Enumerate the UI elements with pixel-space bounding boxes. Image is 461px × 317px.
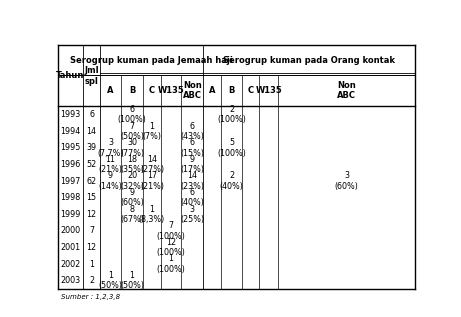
Text: 6: 6: [89, 110, 94, 119]
Text: 39: 39: [87, 143, 97, 152]
Text: 11
(21%): 11 (21%): [99, 155, 123, 174]
Text: 6
(40%): 6 (40%): [180, 188, 204, 207]
Text: 7
(50%): 7 (50%): [120, 122, 144, 141]
Text: 1
(100%): 1 (100%): [157, 254, 185, 274]
Text: W135: W135: [255, 86, 282, 95]
Text: 14: 14: [87, 127, 96, 136]
Text: 6
(43%): 6 (43%): [180, 122, 204, 141]
Text: 62: 62: [87, 177, 97, 185]
Text: C: C: [248, 86, 254, 95]
Text: Non
ABC: Non ABC: [337, 81, 356, 100]
Text: 2
(40%): 2 (40%): [219, 171, 243, 191]
Text: 3
(25%): 3 (25%): [180, 204, 204, 224]
Text: 2
(100%): 2 (100%): [217, 105, 246, 124]
Text: 1: 1: [89, 260, 94, 268]
Text: W135: W135: [158, 86, 184, 95]
Text: B: B: [228, 86, 235, 95]
Text: 52: 52: [87, 160, 97, 169]
Text: Sumber : 1,2,3,8: Sumber : 1,2,3,8: [61, 294, 120, 300]
Text: 6
(100%): 6 (100%): [118, 105, 147, 124]
Text: 1996: 1996: [60, 160, 81, 169]
Text: 12
(100%): 12 (100%): [157, 238, 185, 257]
Text: 2002: 2002: [60, 260, 81, 268]
Text: 12: 12: [87, 243, 97, 252]
Text: 5
(100%): 5 (100%): [217, 138, 246, 158]
Text: 1997: 1997: [60, 177, 81, 185]
Text: 1998: 1998: [60, 193, 81, 202]
Text: 2: 2: [89, 276, 94, 285]
Text: 9
(17%): 9 (17%): [180, 155, 204, 174]
Text: 8
(67%): 8 (67%): [120, 204, 144, 224]
Text: 9
(14%): 9 (14%): [99, 171, 123, 191]
Text: 17
(21%): 17 (21%): [140, 171, 164, 191]
Text: Jml
spl: Jml spl: [84, 66, 99, 86]
Text: Tahun: Tahun: [56, 71, 85, 81]
Text: 2001: 2001: [60, 243, 81, 252]
Text: 9
(60%): 9 (60%): [120, 188, 144, 207]
Text: 14
(27%): 14 (27%): [140, 155, 164, 174]
Text: 2003: 2003: [60, 276, 81, 285]
Text: 30
(77%): 30 (77%): [120, 138, 144, 158]
Text: 2000: 2000: [60, 226, 81, 235]
Text: 1
(50%): 1 (50%): [99, 271, 123, 290]
Text: 12: 12: [87, 210, 97, 219]
Text: 7
(100%): 7 (100%): [157, 221, 185, 241]
Text: A: A: [209, 86, 216, 95]
Text: 3
(7,7%): 3 (7,7%): [97, 138, 124, 158]
Text: Serogrup kuman pada Orang kontak: Serogrup kuman pada Orang kontak: [223, 55, 395, 64]
Text: 14
(23%): 14 (23%): [180, 171, 204, 191]
Text: 15: 15: [87, 193, 97, 202]
Text: B: B: [129, 86, 135, 95]
Text: 7: 7: [89, 226, 94, 235]
Text: 18
(35%): 18 (35%): [120, 155, 144, 174]
Text: A: A: [107, 86, 114, 95]
Text: 1995: 1995: [60, 143, 81, 152]
Text: Non
ABC: Non ABC: [183, 81, 201, 100]
Text: C: C: [149, 86, 155, 95]
Text: 1
(50%): 1 (50%): [120, 271, 144, 290]
Text: 1
(8,3%): 1 (8,3%): [139, 204, 165, 224]
Text: 1994: 1994: [60, 127, 81, 136]
Text: 1999: 1999: [60, 210, 81, 219]
Text: Serogrup kuman pada Jemaah haji: Serogrup kuman pada Jemaah haji: [70, 55, 233, 64]
Text: 1993: 1993: [60, 110, 81, 119]
Text: 1
(7%): 1 (7%): [142, 122, 161, 141]
Text: 20
(32%): 20 (32%): [120, 171, 144, 191]
Text: 3
(60%): 3 (60%): [335, 171, 359, 191]
Text: 6
(15%): 6 (15%): [180, 138, 204, 158]
